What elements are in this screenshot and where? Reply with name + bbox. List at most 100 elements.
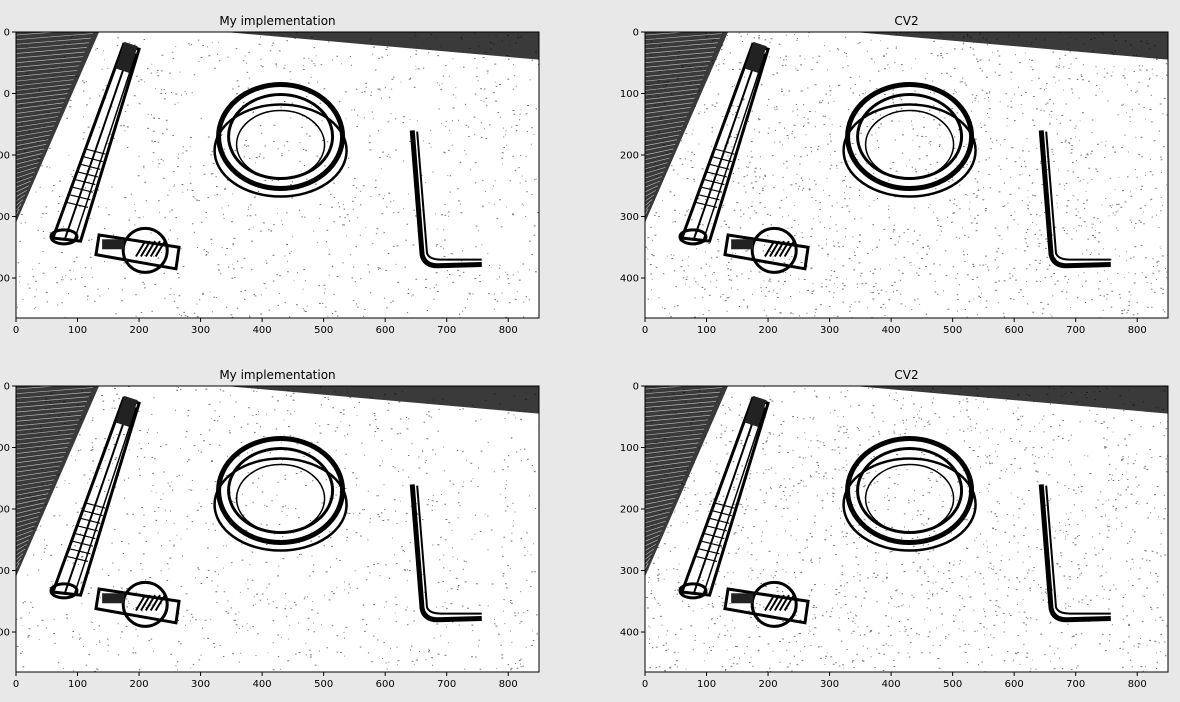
x-tick-label: 400 xyxy=(253,679,272,690)
x-tick-label: 500 xyxy=(314,679,333,690)
y-tick-label: 00 xyxy=(0,566,10,577)
axes-frame xyxy=(644,31,1169,319)
y-tick-label: 00 xyxy=(0,151,10,162)
y-tick-label: 0 xyxy=(633,382,639,393)
x-tick-label: 200 xyxy=(130,679,149,690)
ring xyxy=(842,436,977,552)
marker-pen xyxy=(49,41,141,246)
x-tick-label: 0 xyxy=(642,325,648,336)
subplot-bottom-left: 0 100 200 300 400 500 600 700 800 0 00 00 00 00 My imp… xyxy=(0,351,600,702)
table-edge-left xyxy=(16,32,100,223)
axes-frame xyxy=(15,31,540,319)
y-tick-label: 400 xyxy=(620,274,639,285)
y-tick-label: 00 xyxy=(0,505,10,516)
y-tick-label: 0 xyxy=(4,89,10,100)
subplot-bottom-right: 0 100 200 300 400 500 600 700 800 0 100 200 300 400 CV… xyxy=(600,351,1180,702)
x-tick-label: 300 xyxy=(191,325,210,336)
x-tick-label: 700 xyxy=(437,679,456,690)
wood-grain xyxy=(645,386,722,570)
wood-grain xyxy=(645,32,722,216)
x-tick-label: 400 xyxy=(253,325,272,336)
x-tick-label: 800 xyxy=(1128,679,1147,690)
usb-stick xyxy=(94,580,181,628)
x-tick-label: 100 xyxy=(68,679,87,690)
subplot-top-right: 0 100 200 300 400 500 600 700 800 0 100 200 300 400 CV… xyxy=(600,0,1180,351)
image-content xyxy=(16,32,539,318)
x-tick-label: 0 xyxy=(642,679,648,690)
x-tick-label: 0 xyxy=(13,325,19,336)
x-tick-label: 100 xyxy=(697,679,716,690)
table-edge-top xyxy=(854,386,1168,414)
y-tick-label: 0 xyxy=(4,28,10,39)
x-tick-label: 200 xyxy=(759,679,778,690)
hex-key xyxy=(409,484,482,623)
table-edge-left xyxy=(16,386,100,577)
y-tick-label: 200 xyxy=(620,505,639,516)
x-tick-label: 300 xyxy=(820,679,839,690)
x-tick-label: 300 xyxy=(191,679,210,690)
image-content xyxy=(16,386,539,672)
x-tick-label: 100 xyxy=(697,325,716,336)
wood-grain xyxy=(16,386,93,570)
table-edge-top xyxy=(225,386,539,414)
hex-key xyxy=(1038,130,1111,269)
y-tick-label: 200 xyxy=(620,151,639,162)
marker-pen xyxy=(678,395,770,600)
subplot-title: CV2 xyxy=(894,14,918,28)
usb-stick xyxy=(94,226,181,274)
marker-pen xyxy=(678,41,770,246)
x-tick-label: 400 xyxy=(882,325,901,336)
image-content xyxy=(645,32,1168,318)
x-tick-label: 400 xyxy=(882,679,901,690)
x-tick-label: 600 xyxy=(1005,325,1024,336)
x-tick-label: 300 xyxy=(820,325,839,336)
x-tick-label: 100 xyxy=(68,325,87,336)
image-content xyxy=(645,386,1168,672)
wood-grain xyxy=(16,32,93,216)
x-tick-label: 800 xyxy=(499,679,518,690)
y-tick-label: 100 xyxy=(620,89,639,100)
x-tick-label: 800 xyxy=(499,325,518,336)
subplot-title: CV2 xyxy=(894,368,918,382)
x-tick-label: 500 xyxy=(943,679,962,690)
subplot-svg: 0 100 200 300 400 500 600 700 800 0 100 200 300 400 CV… xyxy=(620,14,1169,336)
y-tick-label: 00 xyxy=(0,274,10,285)
y-tick-label: 00 xyxy=(0,212,10,223)
y-tick-label: 300 xyxy=(620,566,639,577)
subplot-title: My implementation xyxy=(219,14,335,28)
subplot-svg: 0 100 200 300 400 500 600 700 800 0 100 200 300 400 CV… xyxy=(620,368,1169,690)
ring xyxy=(213,82,348,198)
y-tick-label: 400 xyxy=(620,628,639,639)
hex-key xyxy=(1038,484,1111,623)
table-edge-top xyxy=(225,32,539,60)
x-tick-label: 600 xyxy=(376,325,395,336)
hex-key xyxy=(409,130,482,269)
axes-frame xyxy=(644,385,1169,673)
table-edge-left xyxy=(645,386,729,577)
usb-stick xyxy=(723,580,810,628)
x-tick-label: 700 xyxy=(1066,679,1085,690)
ring xyxy=(842,82,977,198)
table-edge-top xyxy=(854,32,1168,60)
x-tick-label: 500 xyxy=(943,325,962,336)
usb-stick xyxy=(723,226,810,274)
x-tick-label: 800 xyxy=(1128,325,1147,336)
x-tick-label: 600 xyxy=(376,679,395,690)
y-tick-label: 300 xyxy=(620,212,639,223)
y-tick-label: 00 xyxy=(0,443,10,454)
x-tick-label: 500 xyxy=(314,325,333,336)
x-tick-label: 0 xyxy=(13,679,19,690)
y-tick-label: 100 xyxy=(620,443,639,454)
y-tick-label: 0 xyxy=(633,28,639,39)
x-tick-label: 700 xyxy=(1066,325,1085,336)
subplot-title: My implementation xyxy=(219,368,335,382)
marker-pen xyxy=(49,395,141,600)
subplot-top-left: 0 100 200 300 400 500 600 700 800 0 0 00 00 00 My impl… xyxy=(0,0,600,351)
ring xyxy=(213,436,348,552)
x-tick-label: 700 xyxy=(437,325,456,336)
y-tick-label: 00 xyxy=(0,628,10,639)
y-tick-label: 0 xyxy=(4,382,10,393)
axes-frame xyxy=(15,385,540,673)
